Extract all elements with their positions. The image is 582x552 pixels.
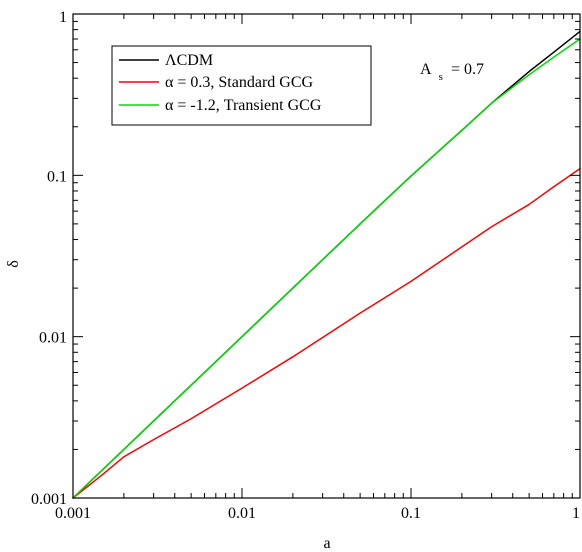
tick-labels-layer: 0.001 0.01 0.1 1 0.001 0.01 0.1 1 (31, 9, 580, 522)
annotation: A s = 0.7 (420, 61, 484, 84)
legend-entries: ΛCDM α = 0.3, Standard GCG α = -1.2, Trans… (119, 52, 322, 114)
legend: ΛCDM α = 0.3, Standard GCG α = -1.2, Trans… (111, 45, 372, 126)
x-axis-label: a (323, 535, 330, 552)
y-tick-label: 0.001 (31, 491, 67, 508)
x-tick-label: 0.1 (401, 505, 421, 522)
y-tick-label: 1 (59, 9, 67, 26)
x-tick-label: 0.01 (228, 505, 256, 522)
series-layer (72, 30, 581, 499)
y-axis-label: δ (5, 260, 22, 268)
legend-label-3: α = -1.2, Transient GCG (165, 97, 322, 114)
annotation-main: A (420, 61, 432, 78)
legend-label-2: α = 0.3, Standard GCG (165, 74, 314, 91)
y-tick-label: 0.1 (47, 168, 67, 185)
y-tick-label: 0.01 (39, 330, 67, 347)
x-tick-label: 0.001 (55, 505, 91, 522)
annotation-subscript: s (439, 71, 443, 83)
plot-frame (72, 13, 581, 499)
x-tick-label: 1 (572, 505, 580, 522)
legend-box (111, 45, 372, 126)
series-line-3 (72, 38, 581, 499)
series-line-2 (72, 167, 581, 499)
legend-label-1: ΛCDM (165, 52, 213, 69)
annotation-value: = 0.7 (451, 61, 484, 78)
